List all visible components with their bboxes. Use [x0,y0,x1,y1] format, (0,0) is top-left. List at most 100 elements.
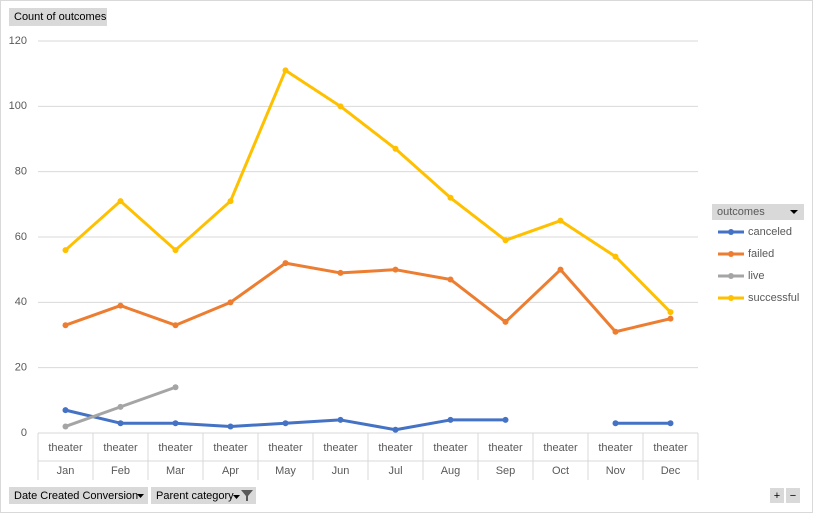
x-group-label: theater [488,442,523,454]
data-point [117,420,124,427]
data-point [612,328,619,335]
data-point [172,247,179,254]
data-point [172,420,179,427]
y-tick-label: 40 [15,296,27,308]
x-tick-label: Feb [111,465,130,477]
y-tick-label: 0 [21,427,27,439]
data-point [227,299,234,306]
x-group-label: theater [323,442,358,454]
data-point [62,407,69,414]
data-point [227,423,234,430]
data-point [62,322,69,329]
data-point [337,416,344,423]
legend-header-bg [712,204,804,220]
legend-header[interactable]: outcomes [712,204,804,220]
x-tick-label: Mar [166,465,185,477]
data-point [117,198,124,205]
y-tick-label: 100 [9,100,27,112]
dropdown-arrow [233,495,240,499]
x-group-label: theater [543,442,578,454]
y-tick-label: 20 [15,362,27,374]
data-point [62,423,69,430]
data-point [667,309,674,316]
data-point [667,315,674,322]
data-point [502,318,509,325]
data-point [392,426,399,433]
legend-label: live [748,270,765,282]
x-tick-label: Oct [552,465,569,477]
data-point [447,276,454,283]
filter-button-bg [151,487,256,504]
filter-button-label: Date Created Conversion [14,490,138,502]
zoom-button-label: + [774,490,780,502]
filter-icon [241,490,253,501]
data-point [447,194,454,201]
legend-title: outcomes [717,206,765,218]
data-point [172,384,179,391]
data-point [337,269,344,276]
data-point [282,260,289,267]
zoom-button[interactable]: + [770,488,784,503]
data-point [557,266,564,273]
x-group-label: theater [433,442,468,454]
legend-label: canceled [748,226,792,238]
field-button-label: Count of outcomes [14,11,107,23]
x-group-label: theater [158,442,193,454]
data-point [612,253,619,260]
x-tick-label: Jun [332,465,350,477]
series-line [64,68,672,314]
field-button[interactable]: Count of outcomes [9,8,107,26]
x-group-label: theater [653,442,688,454]
data-point [392,145,399,152]
legend-marker [728,295,734,301]
filter-button[interactable]: Parent category [151,487,256,504]
data-point [117,403,124,410]
data-point [612,420,619,427]
x-tick-label: Aug [441,465,461,477]
x-tick-label: Jul [388,465,402,477]
dropdown-arrow [137,494,144,498]
y-tick-label: 120 [9,35,27,47]
data-point [62,247,69,254]
filter-button-bg [9,487,148,504]
legend-marker [728,229,734,235]
legend-label: failed [748,248,774,260]
data-point [282,67,289,74]
x-tick-label: Jan [57,465,75,477]
x-group-label: theater [48,442,83,454]
x-tick-label: Dec [661,465,681,477]
x-group-label: theater [213,442,248,454]
x-group-label: theater [268,442,303,454]
x-tick-label: Sep [496,465,516,477]
x-group-label: theater [378,442,413,454]
data-point [392,266,399,273]
x-tick-label: May [275,465,296,477]
data-point [447,416,454,423]
data-point [282,420,289,427]
data-point [172,322,179,329]
zoom-button-label: − [790,490,796,502]
legend-marker [728,273,734,279]
x-group-label: theater [103,442,138,454]
data-point [667,420,674,427]
zoom-button-bg [770,488,784,503]
x-group-label: theater [598,442,633,454]
legend-marker [728,251,734,257]
data-point [502,416,509,423]
series-line [64,261,671,334]
data-point [557,217,564,224]
zoom-button-bg [786,488,800,503]
x-tick-label: Nov [606,465,626,477]
dropdown-arrow [790,210,798,214]
field-button-bg [9,8,107,26]
x-tick-label: Apr [222,465,239,477]
filter-button-label: Parent category [156,490,234,502]
y-tick-label: 80 [15,166,27,178]
filter-button[interactable]: Date Created Conversion [9,487,148,504]
data-point [337,103,344,110]
data-point [117,302,124,309]
legend-label: successful [748,292,799,304]
zoom-button[interactable]: − [786,488,800,503]
